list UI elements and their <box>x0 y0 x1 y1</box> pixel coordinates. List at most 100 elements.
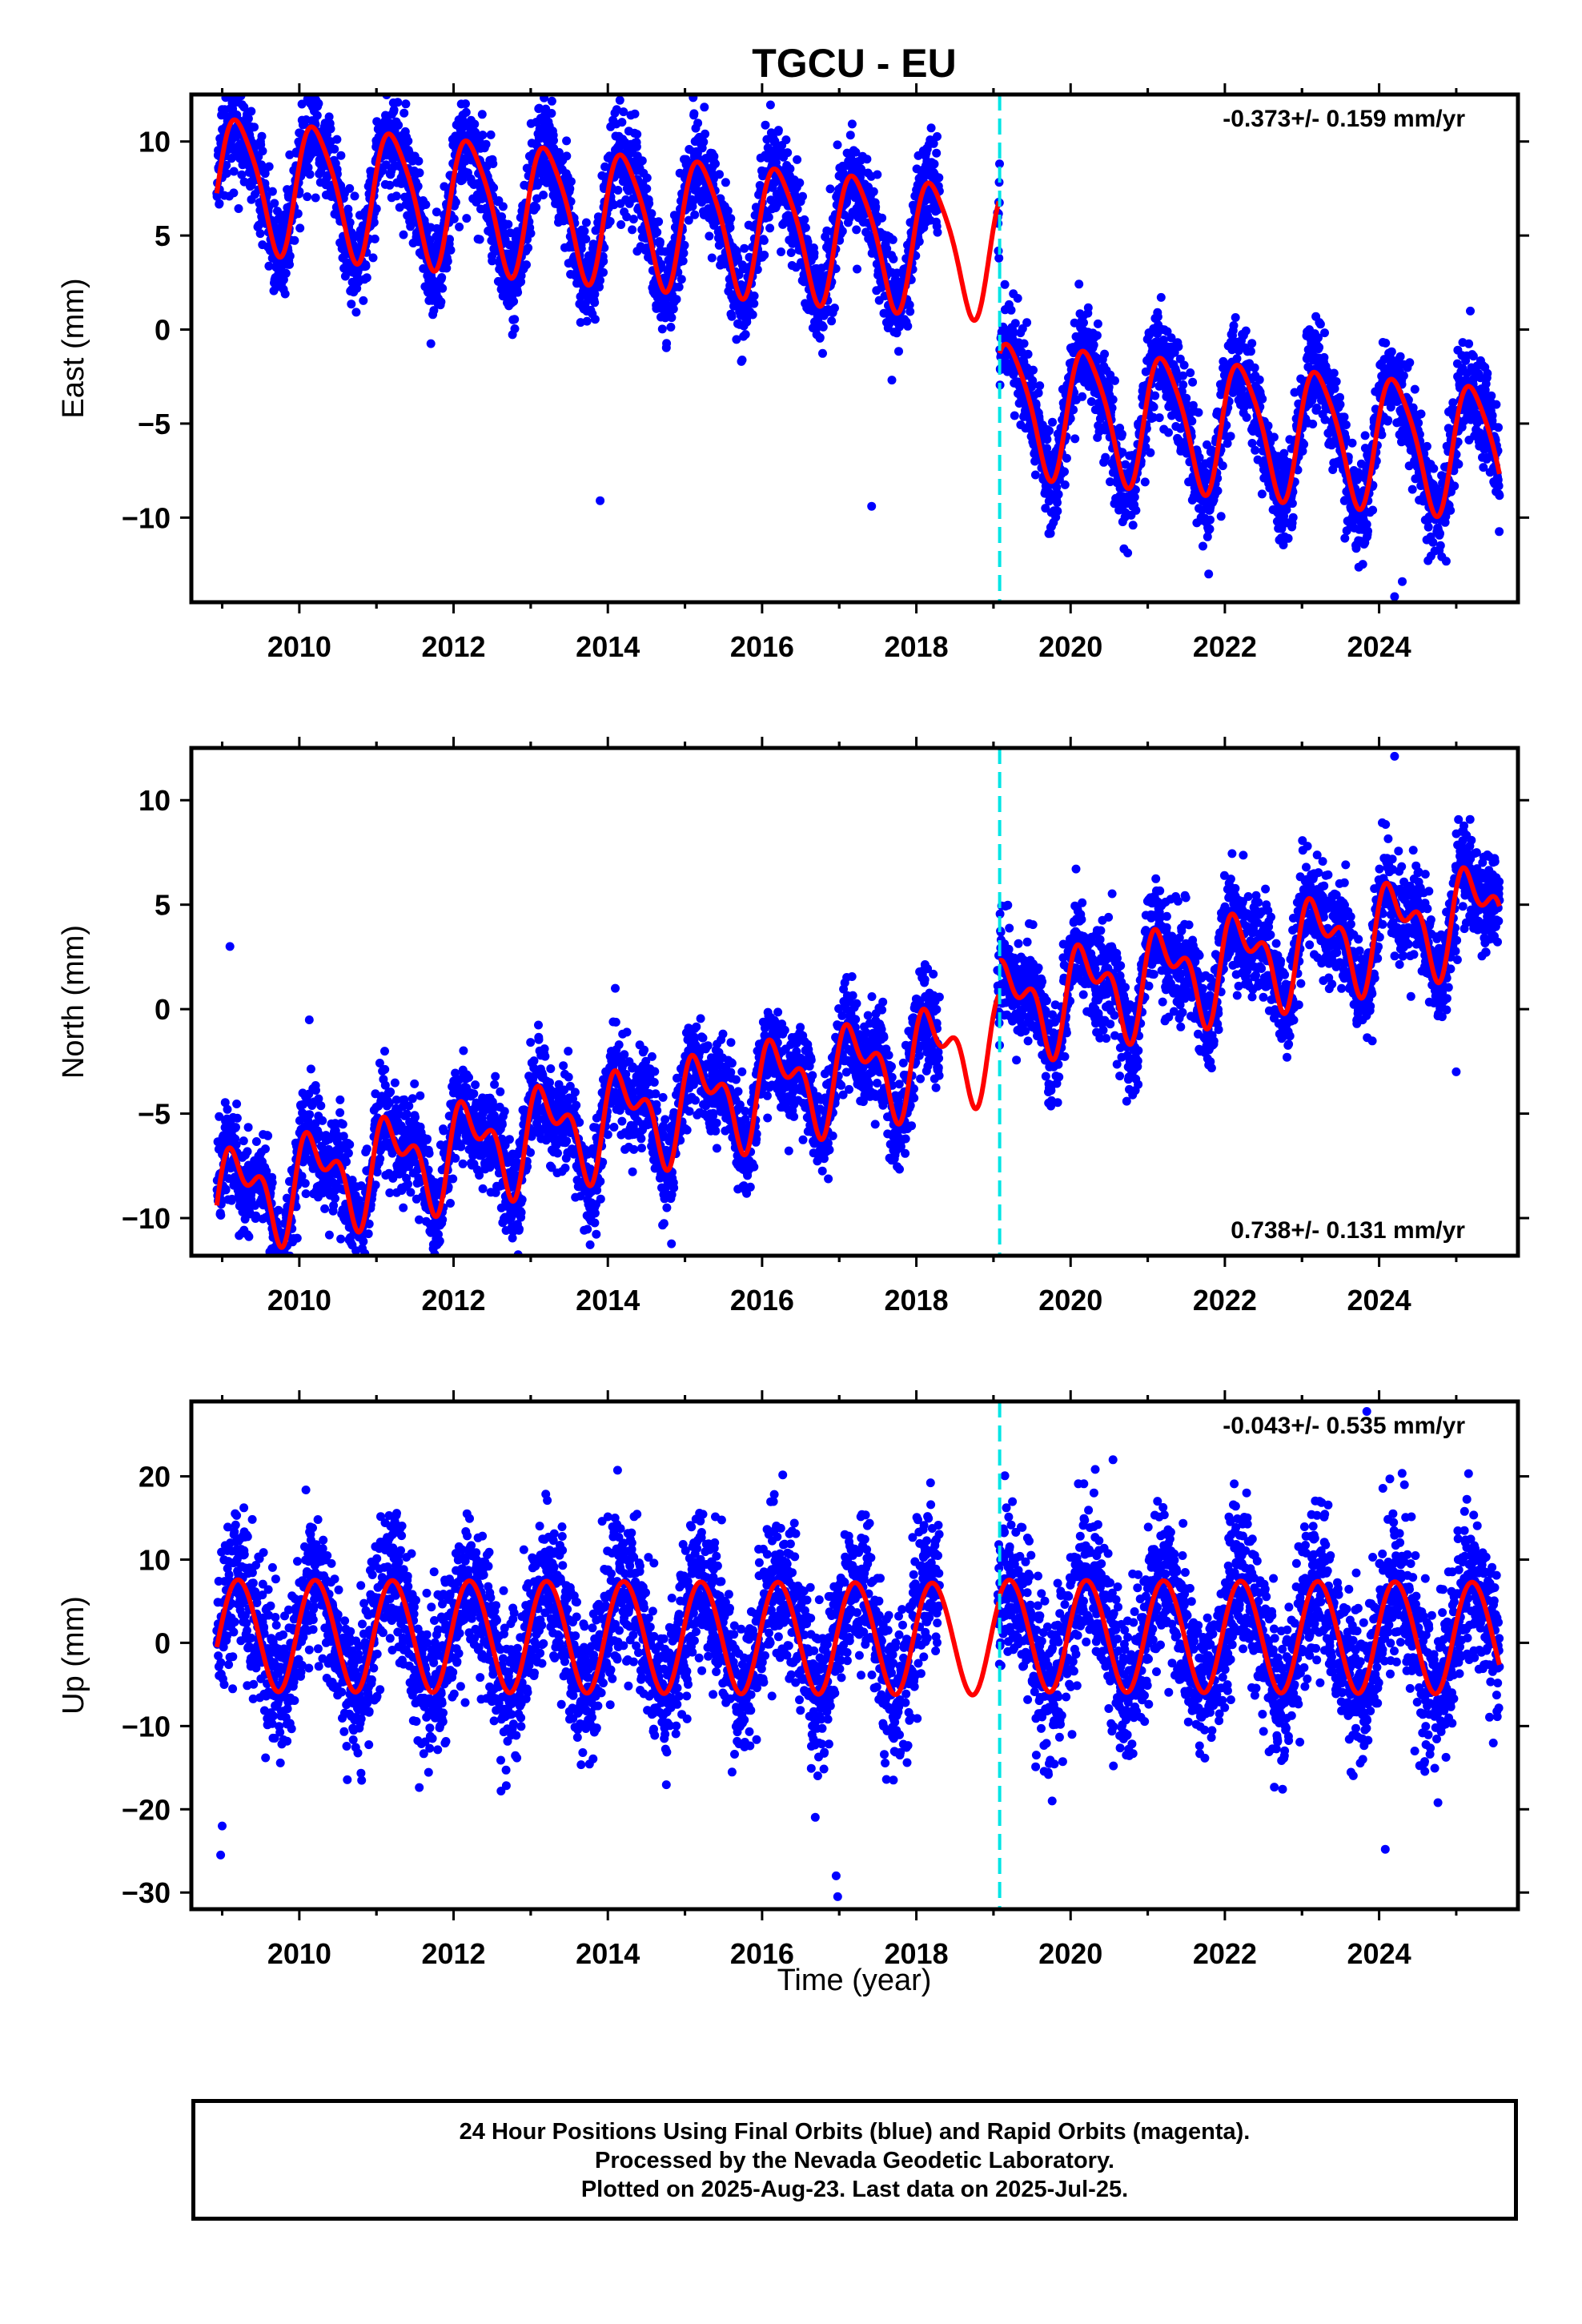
data-point <box>833 140 842 150</box>
data-point <box>1237 384 1247 394</box>
data-point <box>684 215 693 225</box>
data-point <box>628 225 637 235</box>
data-point <box>324 112 334 122</box>
data-point <box>1053 498 1062 508</box>
data-point <box>414 156 424 166</box>
data-point <box>1335 392 1344 402</box>
data-point <box>309 75 318 84</box>
data-point <box>513 287 523 297</box>
data-point <box>295 223 305 233</box>
data-point <box>877 213 887 223</box>
data-point <box>1257 489 1267 499</box>
data-point <box>228 63 237 72</box>
data-point <box>581 235 591 243</box>
data-point <box>622 212 632 222</box>
data-point <box>258 147 267 156</box>
data-point <box>1381 338 1391 348</box>
data-point <box>371 204 381 214</box>
data-point <box>599 256 608 266</box>
data-point <box>1182 393 1191 403</box>
data-point <box>340 271 350 281</box>
data-point <box>385 180 395 190</box>
data-point <box>233 84 242 93</box>
data-point <box>404 136 413 146</box>
data-point <box>1407 485 1417 494</box>
data-point <box>801 223 810 232</box>
data-point <box>524 243 533 252</box>
data-point <box>361 261 371 271</box>
data-point <box>873 170 882 179</box>
data-point <box>905 300 914 310</box>
data-point <box>701 129 710 139</box>
data-point <box>700 103 709 112</box>
data-point <box>504 219 513 229</box>
data-point <box>1414 418 1423 428</box>
data-point <box>1042 435 1052 444</box>
data-point <box>451 198 460 207</box>
data-point <box>370 234 379 243</box>
data-point <box>293 209 303 219</box>
data-point <box>270 199 279 208</box>
data-point <box>1178 371 1187 380</box>
data-point <box>1130 493 1139 502</box>
data-point <box>777 247 785 256</box>
data-point <box>1347 438 1357 448</box>
data-point <box>707 253 717 263</box>
data-point <box>871 202 881 211</box>
data-point <box>1330 384 1339 393</box>
data-point <box>783 148 793 158</box>
data-point <box>305 170 315 179</box>
data-point <box>281 268 291 278</box>
data-point <box>669 304 678 314</box>
data-point <box>721 178 730 187</box>
data-point <box>1108 395 1118 404</box>
data-point <box>394 120 404 130</box>
data-point <box>773 126 783 135</box>
data-point <box>399 230 408 239</box>
data-point <box>932 148 942 158</box>
data-point <box>351 308 361 317</box>
data-point <box>590 289 600 299</box>
data-point <box>1454 460 1464 469</box>
data-point <box>1251 445 1260 455</box>
data-point <box>1159 336 1168 344</box>
data-point <box>619 107 628 117</box>
data-point <box>1029 365 1038 375</box>
data-point <box>415 168 424 178</box>
data-point <box>565 184 575 194</box>
data-point <box>1377 430 1387 440</box>
data-point <box>1360 444 1370 453</box>
data-point <box>1150 391 1160 400</box>
data-point <box>310 57 319 66</box>
data-point <box>488 159 498 168</box>
data-point <box>1123 549 1133 557</box>
data-point <box>222 169 231 178</box>
data-point <box>894 347 903 356</box>
data-point <box>781 135 791 145</box>
data-point <box>1446 505 1456 515</box>
data-point <box>733 254 743 263</box>
data-point <box>1290 388 1299 397</box>
data-point <box>749 292 759 300</box>
data-point <box>680 240 689 250</box>
data-point <box>1288 513 1298 522</box>
data-point <box>1178 380 1188 389</box>
data-point <box>1242 412 1251 422</box>
data-point <box>1008 325 1018 335</box>
data-point <box>1060 480 1070 489</box>
data-point <box>711 159 720 168</box>
data-point <box>1441 557 1451 566</box>
data-point <box>1140 477 1150 487</box>
data-point <box>1153 312 1162 322</box>
data-point <box>827 316 837 326</box>
data-point <box>215 199 224 208</box>
data-point <box>630 109 640 119</box>
data-point <box>655 237 665 247</box>
data-point <box>1466 306 1475 316</box>
data-point <box>250 123 259 132</box>
data-point <box>1464 339 1474 348</box>
data-point <box>1246 347 1255 356</box>
data-point <box>1083 303 1093 312</box>
data-point <box>285 251 295 261</box>
data-point <box>1030 470 1040 480</box>
